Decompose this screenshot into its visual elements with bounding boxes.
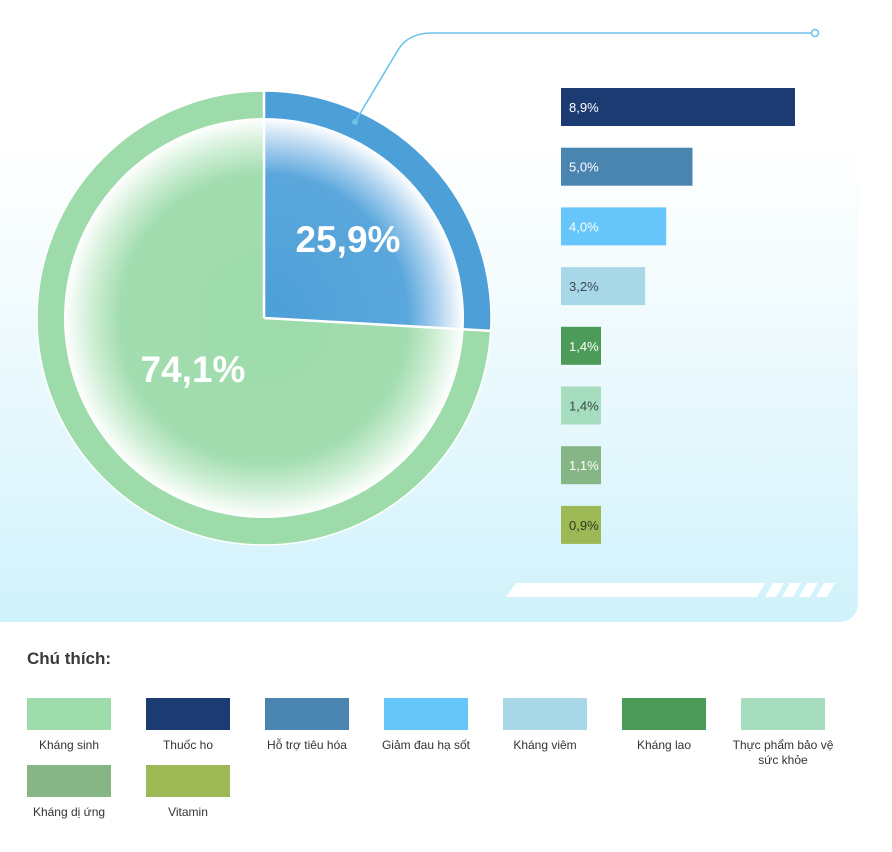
legend-item: Vitamin — [133, 765, 243, 820]
legend-swatch — [27, 698, 111, 730]
pie-outline — [36, 90, 492, 546]
bar-5 — [561, 326, 601, 365]
bar-2 — [561, 147, 693, 186]
callout-line — [354, 32, 815, 123]
legend-item: Kháng lao — [609, 698, 719, 753]
legend-item: Kháng sinh — [14, 698, 124, 753]
legend-item: Giảm đau hạ sốt — [371, 698, 481, 753]
legend-label: Kháng viêm — [513, 738, 577, 752]
pie-separator-2 — [263, 316, 492, 333]
legend-label: Kháng sinh — [38, 738, 100, 752]
bar-label-1: 8,9% — [569, 100, 599, 115]
callout-connector — [352, 28, 820, 125]
bar-label-5: 1,4% — [569, 339, 599, 354]
bar-6 — [561, 386, 601, 425]
legend-swatch — [146, 698, 230, 730]
legend-swatch — [503, 698, 587, 730]
chart: 25,9% 74,1% 8,9% 5,0% 4,0% 3,2% 1,4% 1,4% 1,1% 0… — [36, 28, 835, 597]
legend-label: Hỗ trợ tiêu hóa — [267, 738, 347, 752]
legend-item: Thuốc ho — [133, 698, 243, 753]
legend-swatch — [384, 698, 468, 730]
pie-label-2: 74,1% — [141, 349, 246, 390]
decorative-stripes — [506, 583, 835, 597]
legend-item: Thực phẩm bảo vệ sức khỏe — [728, 698, 838, 768]
bar-chart: 8,9% 5,0% 4,0% 3,2% 1,4% 1,4% 1,1% 0,9% — [561, 88, 795, 544]
bar-7 — [561, 446, 601, 485]
pie-slice-1 — [264, 118, 464, 330]
callout-dot-start — [352, 119, 358, 125]
legend-swatch — [622, 698, 706, 730]
legend-swatch — [27, 765, 111, 797]
bar-label-6: 1,4% — [569, 399, 599, 414]
legend-swatch — [265, 698, 349, 730]
legend-label: Vitamin — [168, 805, 208, 819]
bar-4 — [561, 267, 646, 306]
legend-label: Thực phẩm bảo vệ sức khỏe — [732, 738, 834, 767]
bar-label-4: 3,2% — [569, 279, 599, 294]
pie-label-1: 25,9% — [296, 219, 401, 260]
legend-label: Thuốc ho — [162, 738, 214, 752]
bar-label-7: 1,1% — [569, 458, 599, 473]
callout-dot-end — [810, 28, 820, 38]
bar-8 — [561, 505, 601, 544]
bar-3 — [561, 207, 667, 246]
legend-label: Kháng lao — [636, 738, 692, 752]
legend-label: Kháng dị ứng — [32, 805, 106, 819]
pie-slice-2 — [63, 118, 464, 519]
legend-title: Chú thích: — [27, 649, 112, 668]
legend-item: Kháng dị ứng — [14, 765, 124, 820]
bar-label-8: 0,9% — [569, 518, 599, 533]
bar-1 — [561, 88, 795, 126]
legend-item: Hỗ trợ tiêu hóa — [252, 698, 362, 753]
legend-swatch — [741, 698, 825, 730]
legend-label: Giảm đau hạ sốt — [381, 738, 471, 752]
legend-item: Kháng viêm — [490, 698, 600, 753]
bar-label-3: 4,0% — [569, 219, 599, 234]
bar-label-2: 5,0% — [569, 160, 599, 175]
legend-swatch — [146, 765, 230, 797]
pie-chart: 25,9% 74,1% — [36, 90, 492, 546]
